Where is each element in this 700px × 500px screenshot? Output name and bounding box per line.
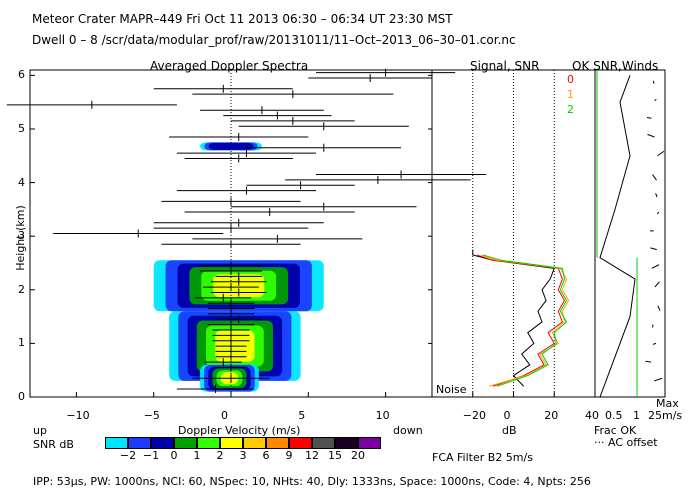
up-label: up — [33, 424, 47, 437]
wind-vector — [652, 80, 655, 84]
signal-snr-title: Signal, SNR — [470, 59, 540, 73]
signal-x-tick-label: −20 — [462, 409, 486, 422]
winds-tick-05: 0.5 — [605, 409, 623, 422]
noise-label: Noise — [436, 383, 467, 396]
echo-region — [208, 142, 254, 150]
filter-label: FCA Filter B2 5m/s — [432, 451, 533, 464]
wind-vector — [652, 174, 657, 181]
colorbar-tick-label: 1 — [193, 449, 201, 462]
legend-0: 0 — [567, 73, 574, 86]
frac-ok-label: Frac OK — [594, 424, 637, 437]
y-tick-label: 6 — [18, 68, 25, 82]
wind-vector — [652, 342, 657, 345]
wind-vector — [647, 133, 655, 138]
footer-params: IPP: 53μs, PW: 1000ns, NCI: 60, NSpec: 1… — [33, 475, 591, 488]
colorbar-swatch — [151, 437, 174, 449]
signal-series-1 — [480, 254, 570, 387]
colorbar-tick-label: 6 — [262, 449, 270, 462]
colorbar-tick-label: 2 — [216, 449, 224, 462]
echo-region — [213, 274, 265, 298]
colorbar-tick-label: 12 — [305, 449, 319, 462]
wind-vector — [645, 360, 652, 363]
legend-2: 2 — [567, 103, 574, 116]
max-label: Max — [656, 397, 679, 410]
x-tick-label: 0 — [221, 409, 228, 422]
x-tick-label: −5 — [143, 409, 160, 422]
y-tick-label: 5 — [18, 121, 25, 135]
colorbar-swatch — [266, 437, 289, 449]
colorbar-tick-label: 3 — [239, 449, 247, 462]
x-tick-label: 10 — [375, 409, 390, 422]
colorbar-swatch — [174, 437, 197, 449]
title-line-1: Meteor Crater MAPR–449 Fri Oct 11 2013 0… — [32, 12, 453, 26]
colorbar-swatch — [128, 437, 151, 449]
down-label: down — [393, 424, 423, 437]
signal-series-0 — [476, 254, 566, 387]
y-tick-label: 0 — [18, 390, 25, 403]
winds-tick-1: 1 — [633, 409, 640, 422]
wind-vector — [657, 211, 660, 215]
title-line-2: Dwell 0 – 8 /scr/data/modular_prof/raw/2… — [32, 33, 516, 47]
wind-vector — [654, 281, 660, 288]
colorbar-tick-label: 20 — [351, 449, 365, 462]
signal-x-tick-label: 0 — [503, 409, 511, 422]
panel-frame — [431, 69, 596, 398]
spectra-title: Averaged Doppler Spectra — [150, 59, 309, 73]
colorbar-swatch — [243, 437, 266, 449]
x-tick-label: 5 — [298, 409, 306, 422]
legend-1: 1 — [567, 88, 574, 101]
wind-vector — [653, 377, 663, 382]
colorbar-label: SNR dB — [33, 438, 74, 451]
colorbar-swatch — [335, 437, 358, 449]
y-tick-label: 3 — [18, 229, 25, 243]
wind-vector — [651, 264, 660, 269]
colorbar-swatch — [220, 437, 243, 449]
wind-vector — [654, 99, 657, 101]
colorbar-swatch — [197, 437, 220, 449]
colorbar-swatch — [312, 437, 335, 449]
panel-frame — [594, 69, 666, 398]
ok-snr-winds-title: OK SNR,Winds — [572, 59, 659, 73]
max-value: 25m/s — [648, 409, 683, 422]
wind-vector — [646, 116, 652, 119]
x-tick-label: −10 — [66, 409, 90, 422]
colorbar-tick-label: −2 — [119, 449, 137, 462]
signal-x-tick-label: 40 — [585, 409, 599, 422]
colorbar-tick-label: 0 — [170, 449, 178, 462]
colorbar-tick-label: 15 — [328, 449, 342, 462]
colorbar-swatch — [358, 437, 381, 449]
signal-series-2 — [482, 254, 568, 387]
y-tick-label: 1 — [18, 336, 25, 350]
colorbar-swatch — [105, 437, 128, 449]
ac-offset-label: ··· AC offset — [594, 436, 658, 449]
wind-vector — [655, 193, 658, 198]
signal-x-label: dB — [502, 424, 517, 437]
signal-x-tick-label: 20 — [544, 409, 559, 422]
y-tick-label: 2 — [18, 282, 25, 296]
y-tick-label: 4 — [18, 175, 25, 189]
colorbar-tick-label: 9 — [285, 449, 293, 462]
winds-snr-profile — [599, 75, 636, 398]
colorbar-tick-label: −1 — [142, 449, 160, 462]
colorbar-swatch — [289, 437, 312, 449]
wind-vector — [650, 247, 657, 251]
wind-vector — [657, 305, 661, 311]
wind-vector — [657, 150, 665, 157]
x-axis-label: Doppler Velocity (m/s) — [178, 424, 301, 437]
